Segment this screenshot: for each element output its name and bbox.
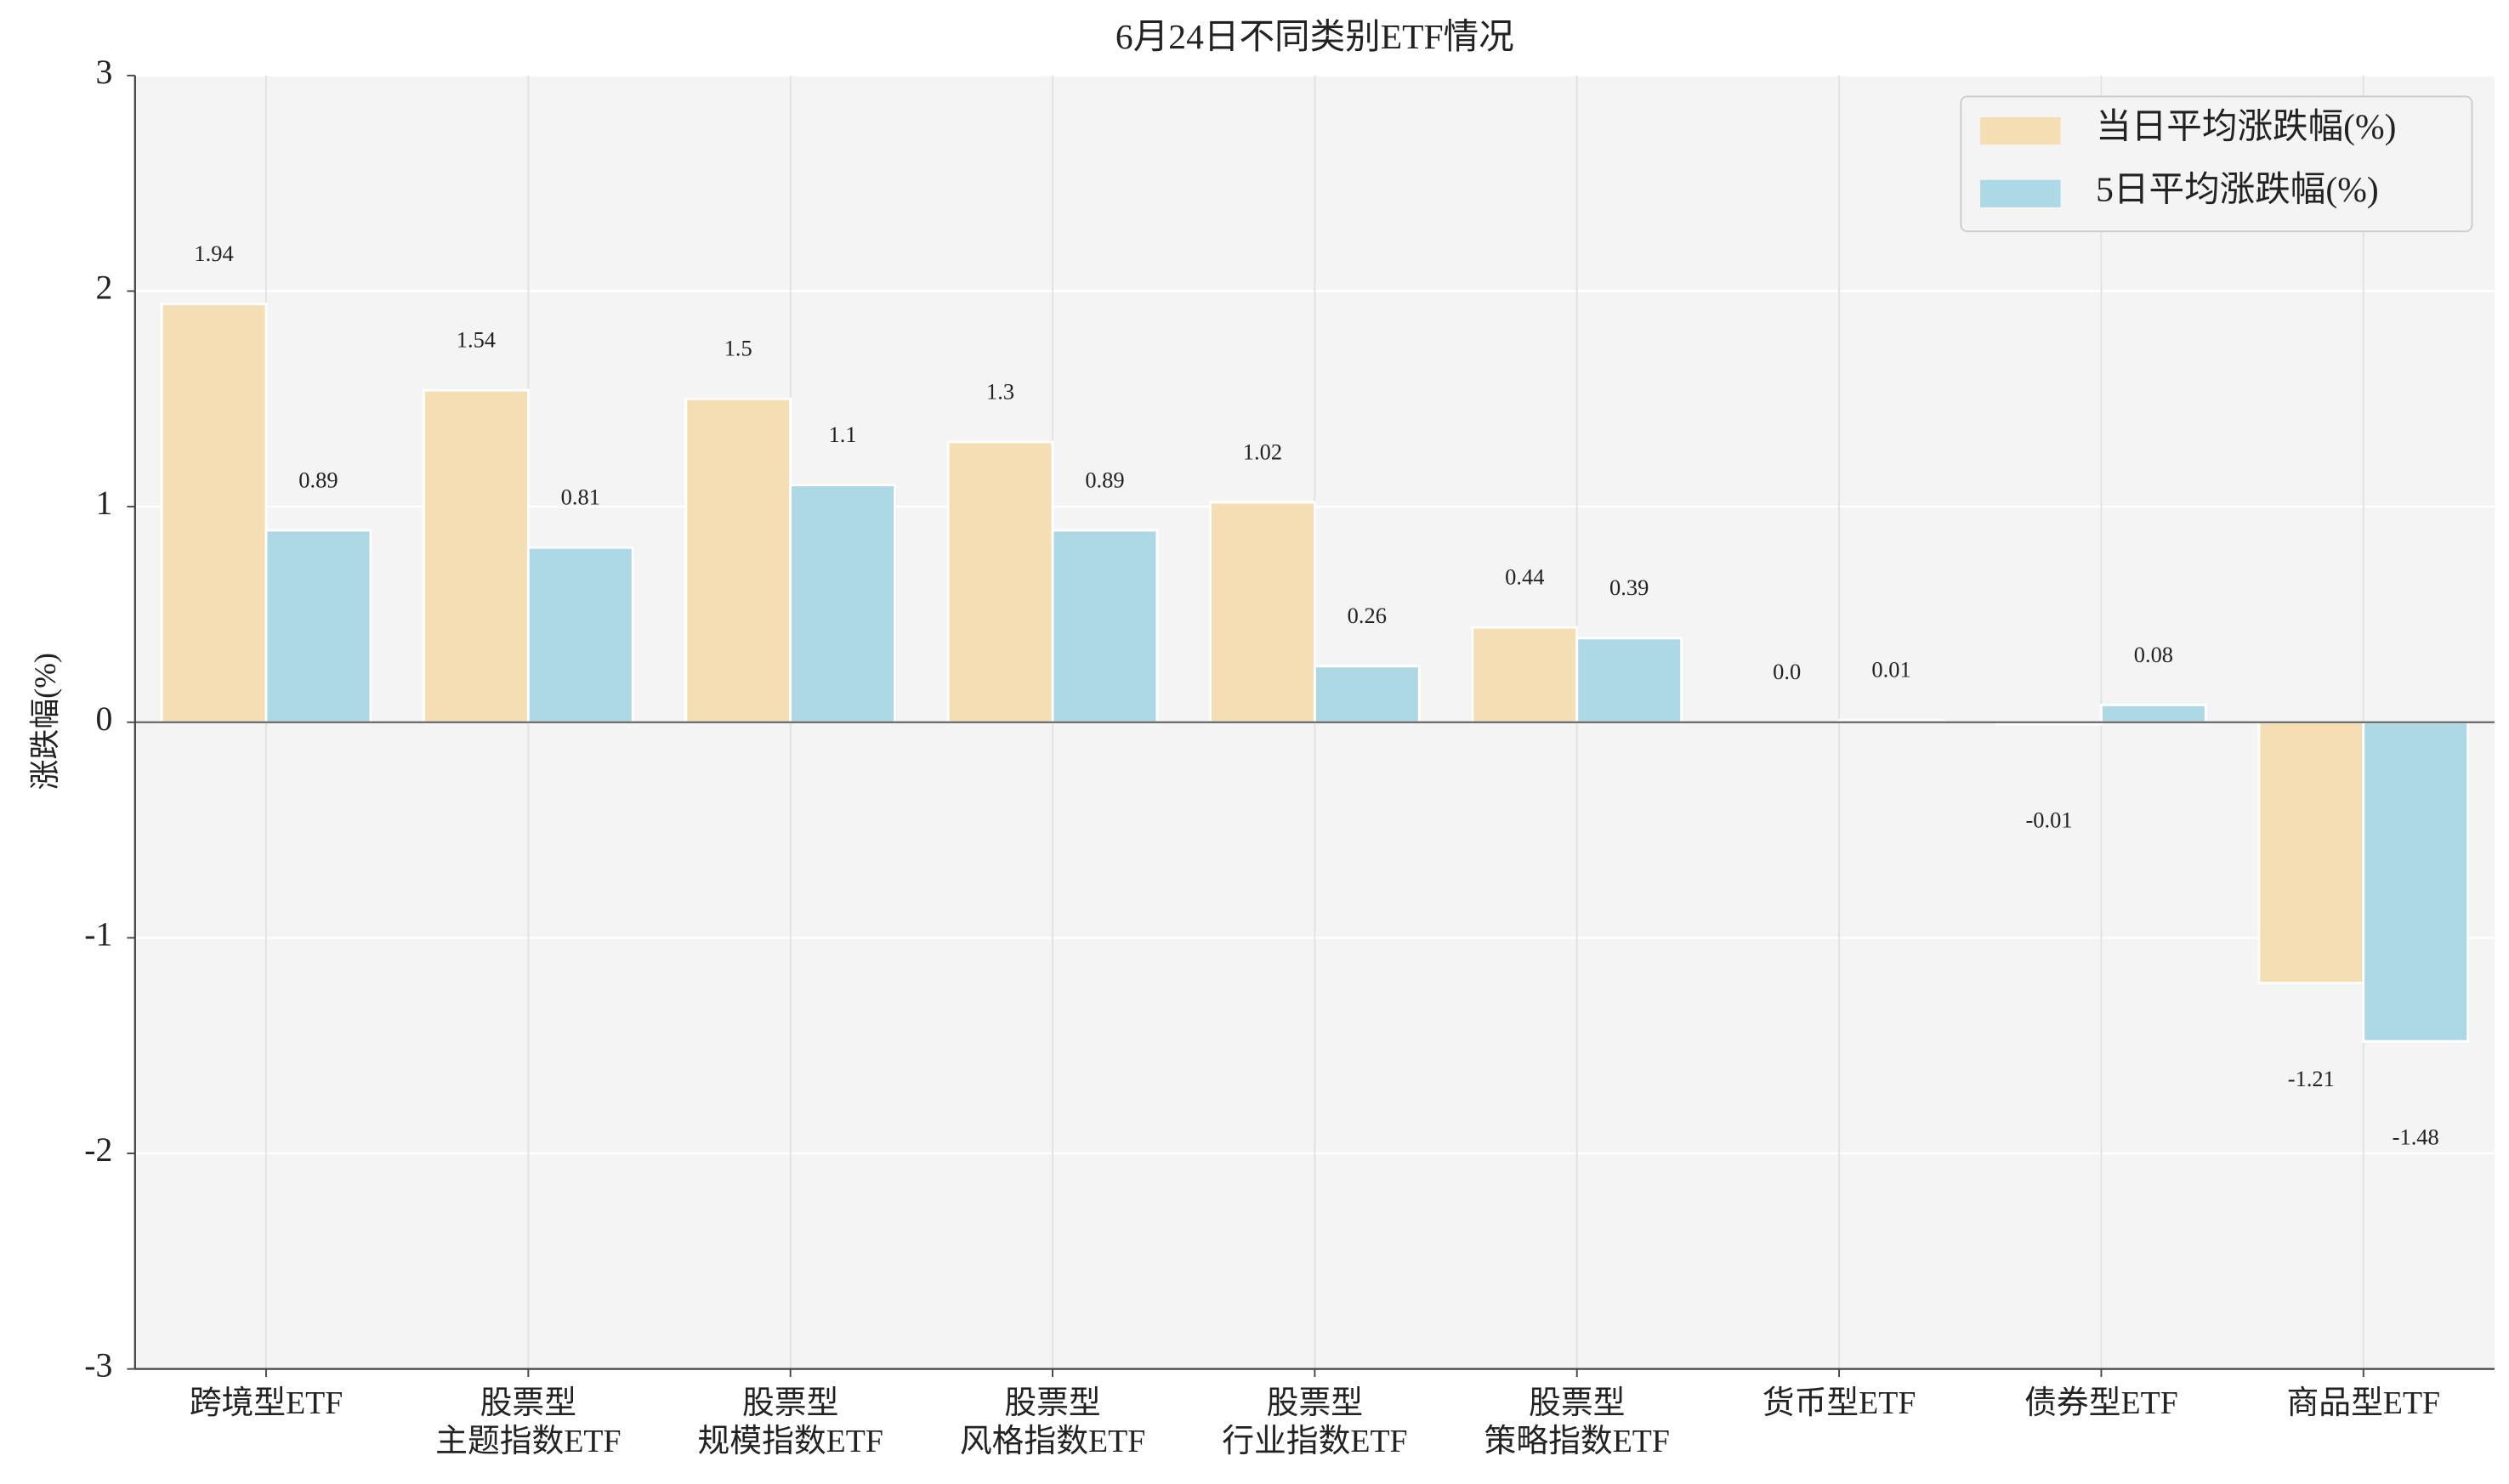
bar xyxy=(526,546,634,724)
legend: 当日平均涨跌幅(%) 5日平均涨跌幅(%) xyxy=(1960,95,2473,233)
x-tick-label: 商品型ETF xyxy=(2286,1385,2440,1421)
data-label: 1.3 xyxy=(986,378,1014,404)
legend-label: 当日平均涨跌幅(%) xyxy=(2096,107,2396,147)
bar xyxy=(2362,721,2470,1043)
y-tick-label: -2 xyxy=(84,1131,112,1169)
bar xyxy=(1209,501,1316,724)
bar xyxy=(1471,626,1579,724)
data-label: -0.01 xyxy=(2025,807,2072,833)
data-label: 1.94 xyxy=(194,241,233,266)
data-label: 0.44 xyxy=(1505,564,1544,590)
x-tick-label: 股票型 xyxy=(1004,1385,1100,1421)
x-tick-label: 货币型ETF xyxy=(1763,1385,1916,1421)
bar xyxy=(2257,721,2365,985)
x-tick-label: 股票型 xyxy=(742,1385,838,1421)
y-tick-label: -1 xyxy=(84,915,112,953)
y-tick-label: -3 xyxy=(84,1347,112,1385)
bar xyxy=(684,397,792,724)
chart-title: 6月24日不同类别ETF情况 xyxy=(1115,17,1514,56)
y-tick-label: 0 xyxy=(96,700,113,738)
data-label: 1.54 xyxy=(457,327,496,353)
data-label: 0.39 xyxy=(1609,575,1649,600)
legend-swatch xyxy=(1980,179,2061,207)
data-label: 0.0 xyxy=(1773,659,1801,684)
x-tick-label: 规模指数ETF xyxy=(697,1424,883,1459)
x-tick-label: 债券型ETF xyxy=(2024,1385,2178,1421)
bar xyxy=(789,484,896,724)
data-label: -1.21 xyxy=(2288,1066,2335,1091)
y-axis-label: 涨跌幅(%) xyxy=(28,653,62,790)
data-label: -1.48 xyxy=(2393,1124,2439,1150)
x-tick-label: 行业指数ETF xyxy=(1222,1424,1407,1459)
bar xyxy=(1575,637,1683,724)
data-label: 0.26 xyxy=(1348,603,1387,628)
bar xyxy=(2100,704,2207,724)
bar xyxy=(1313,665,1421,724)
x-tick-label: 股票型 xyxy=(1267,1385,1363,1421)
bar xyxy=(264,529,372,724)
bar xyxy=(946,440,1054,724)
y-tick-label: 3 xyxy=(96,54,113,91)
data-label: 0.08 xyxy=(2134,642,2173,667)
y-tick-label: 1 xyxy=(96,484,113,522)
data-label: 0.89 xyxy=(1085,467,1124,492)
x-tick-label: 跨境型ETF xyxy=(190,1385,343,1421)
data-label: 1.02 xyxy=(1243,439,1282,464)
data-label: 0.01 xyxy=(1871,657,1910,683)
x-tick-label: 策略指数ETF xyxy=(1484,1424,1670,1459)
bar xyxy=(1051,529,1159,724)
x-tick-label: 风格指数ETF xyxy=(960,1424,1145,1459)
data-label: 0.89 xyxy=(298,467,338,492)
data-label: 1.5 xyxy=(724,336,752,361)
x-tick-label: 股票型 xyxy=(480,1385,576,1421)
bar xyxy=(160,303,268,724)
legend-box xyxy=(1960,95,2473,233)
y-tick-label: 2 xyxy=(96,269,113,307)
data-label: 1.1 xyxy=(829,422,857,447)
bar xyxy=(423,388,530,724)
x-tick-label: 主题指数ETF xyxy=(435,1424,621,1459)
x-tick-label: 股票型 xyxy=(1529,1385,1625,1421)
legend-swatch xyxy=(1980,117,2061,145)
legend-label: 5日平均涨跌幅(%) xyxy=(2096,169,2379,209)
data-label: 0.81 xyxy=(561,484,600,510)
